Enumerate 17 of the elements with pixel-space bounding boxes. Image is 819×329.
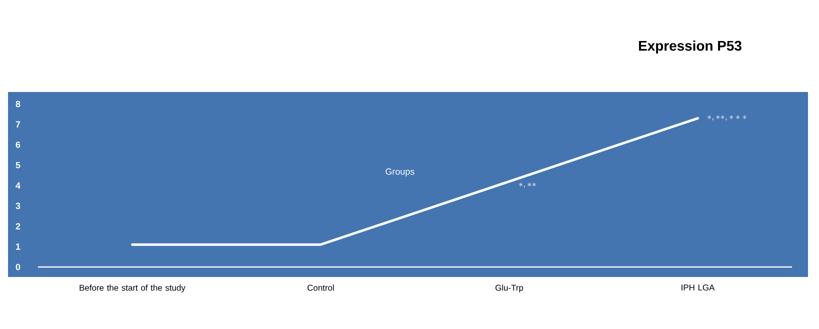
y-tick-label: 0 xyxy=(16,264,20,270)
y-tick-label: 8 xyxy=(16,100,20,108)
x-tick-label: IPH LGA xyxy=(682,284,715,291)
annotation: $*,**,***$ xyxy=(708,115,746,122)
x-axis-title: Groups xyxy=(386,168,414,177)
y-tick-label: 3 xyxy=(16,202,20,210)
y-tick-label: 4 xyxy=(16,182,20,189)
y-tick-label: 6 xyxy=(16,142,20,148)
y-tick-label: 2 xyxy=(16,223,20,230)
y-tick-label: 1 xyxy=(16,244,20,250)
y-tick-label: 5 xyxy=(16,162,20,168)
chart-title: Expression P53 xyxy=(639,40,742,54)
x-tick-label: Before the start of the study xyxy=(80,284,186,292)
y-tick-label: 7 xyxy=(16,121,20,128)
annotation: $*,**$ xyxy=(519,182,536,189)
x-tick-label: Glu-Trp xyxy=(495,284,524,292)
x-tick-label: Control xyxy=(308,284,334,291)
